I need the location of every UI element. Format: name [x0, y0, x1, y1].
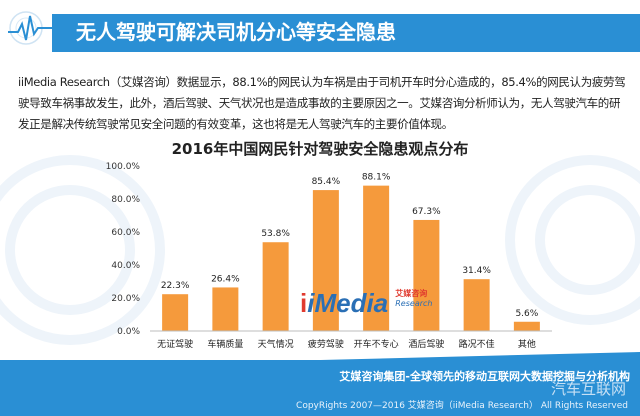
watermark-en: Research: [395, 299, 433, 308]
watermark-cn: 艾媒咨询: [395, 289, 428, 298]
y-axis-ticks: 0.0% 20.0% 40.0% 60.0% 80.0% 100.0%: [106, 162, 141, 337]
bar: [413, 219, 440, 331]
intro-paragraph: iiMedia Research（艾媒咨询）数据显示，88.1%的网民认为车祸是…: [18, 75, 626, 131]
value-label: 85.4%: [312, 177, 341, 187]
page-footer: 艾媒咨询集团-全球领先的移动互联网大数据挖掘与分析机构 汽车互联网 CopyRi…: [0, 360, 640, 416]
footer-brand: 汽车互联网: [550, 380, 626, 398]
background-decoration: [0, 155, 640, 345]
y-tick-label: 40.0%: [111, 261, 140, 271]
y-tick-label: 20.0%: [111, 294, 140, 304]
category-label: 车辆质量: [207, 338, 243, 350]
value-label: 67.3%: [412, 207, 441, 217]
value-label: 22.3%: [161, 281, 190, 291]
category-label: 路况不佳: [459, 338, 495, 350]
bar: [463, 279, 490, 331]
page-header: 无人驾驶可解决司机分心等安全隐患: [0, 0, 640, 58]
bar: [262, 242, 289, 331]
iimedia-watermark: iiMedia 艾媒咨询 Research: [300, 288, 432, 319]
watermark-i: i: [300, 288, 308, 318]
category-label: 疲劳驾驶: [308, 338, 344, 350]
footer-slogan: 艾媒咨询集团-全球领先的移动互联网大数据挖掘与分析机构: [339, 370, 630, 383]
deco-arc: [5, 185, 135, 315]
heartbeat-icon: [8, 11, 52, 45]
category-label: 天气情况: [258, 338, 294, 350]
category-label: 酒后驾驶: [408, 338, 444, 350]
watermark-media: iMedia: [307, 288, 389, 318]
value-label: 26.4%: [211, 274, 240, 284]
category-label: 其他: [518, 338, 536, 350]
bar: [162, 294, 189, 331]
value-label: 88.1%: [362, 173, 391, 183]
page-title: 无人驾驶可解决司机分心等安全隐患: [76, 20, 396, 44]
bar: [312, 190, 339, 331]
category-label: 无证驾驶: [157, 338, 193, 350]
y-tick-label: 100.0%: [106, 162, 141, 172]
y-tick-label: 0.0%: [117, 327, 140, 337]
bar: [212, 287, 239, 331]
watermark-side: 艾媒咨询 Research: [395, 288, 432, 308]
deco-arc: [535, 185, 640, 295]
value-labels: 22.3% 26.4% 53.8% 85.4% 88.1% 67.3% 31.4% 5.6%: [161, 173, 539, 319]
value-label: 53.8%: [261, 229, 290, 239]
deco-arc: [0, 155, 165, 345]
bars: [162, 185, 540, 331]
value-label: 31.4%: [462, 266, 491, 276]
y-tick-label: 60.0%: [111, 228, 140, 238]
x-axis-labels: 无证驾驶 车辆质量 天气情况 疲劳驾驶 开车不专心 酒后驾驶 路况不佳 其他: [157, 338, 536, 350]
bar: [513, 321, 540, 331]
category-label: 开车不专心: [354, 338, 399, 350]
value-label: 5.6%: [515, 309, 538, 319]
chart-title: 2016年中国网民针对驾驶安全隐患观点分布: [171, 140, 469, 158]
deco-arc: [505, 155, 640, 325]
bar: [363, 185, 390, 331]
footer-copyright: CopyRights 2007—2016 艾媒咨询（iiMedia Resear…: [296, 401, 628, 411]
header-bar: [52, 14, 640, 52]
y-tick-label: 80.0%: [111, 195, 140, 205]
